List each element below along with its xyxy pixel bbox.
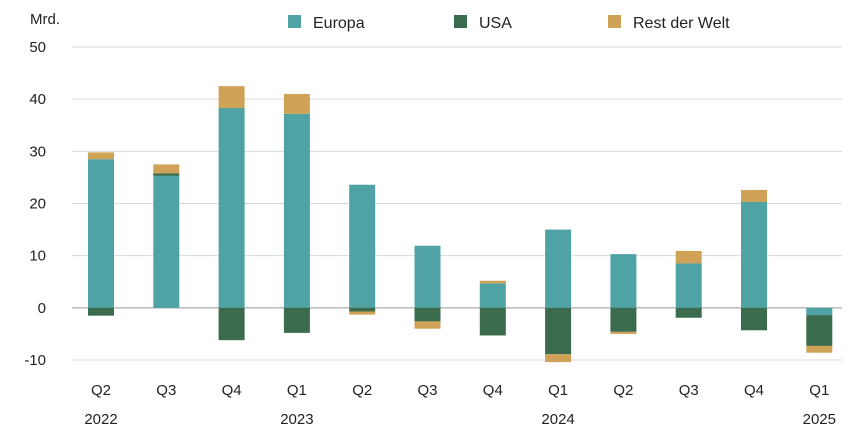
bar-segment [414,321,441,329]
bar-segment [545,307,572,355]
bar-segment [218,86,245,109]
bar-segment [153,175,180,308]
bar-segment [283,93,310,114]
bar-segment [806,345,833,353]
legend-label: USA [479,15,512,32]
legend: Europa USA Rest der Welt [288,15,730,32]
bar-segment [153,164,180,174]
y-tick-label: 0 [38,300,46,317]
bar-segment [479,280,506,284]
x-tick-label: Q3 [679,382,699,399]
bar-segment [675,263,702,308]
bar-segment [153,173,180,176]
x-tick-label: Q2 [613,382,633,399]
bar-segment [545,229,572,308]
legend-swatch [288,15,301,28]
bar-segment [741,189,767,202]
y-tick-label: -10 [24,352,46,369]
bar-segment [545,354,572,363]
y-tick-label: 10 [29,248,46,265]
x-tick-label: Q4 [483,382,503,399]
x-tick-label: Q3 [156,382,176,399]
bar-segment [88,152,114,160]
y-tick-label: 50 [29,39,46,56]
y-axis: -10 0 10 20 30 40 50 [24,39,46,369]
x-axis: Q2 Q3 Q4 Q1 Q2 Q3 Q4 Q1 Q2 Q3 Q4 Q1 2022 2023 2024 2025 [84,382,836,428]
bar-segment [610,331,637,334]
bar-segment [610,307,637,332]
x-tick-label: Q4 [744,382,764,399]
bar-segment [610,254,637,308]
bar-segment [218,307,245,341]
legend-swatch [608,15,621,28]
x-tick-label: Q1 [287,382,307,399]
bar-segment [806,315,833,346]
x-year-label: 2023 [280,411,313,428]
x-tick-label: Q4 [222,382,242,399]
x-tick-label: Q1 [809,382,829,399]
bar-segment [349,184,376,308]
bar-segment [675,307,702,318]
x-year-label: 2024 [541,411,574,428]
legend-swatch [454,15,467,28]
bars [88,86,833,363]
x-tick-label: Q2 [352,382,372,399]
bar-segment [806,307,833,316]
bar-segment [414,307,441,322]
gridlines [72,46,842,361]
bar-segment [88,307,114,316]
y-tick-label: 40 [29,91,46,108]
bar-segment [283,113,310,308]
y-tick-label: 20 [29,196,46,213]
bar-segment [218,108,245,308]
bar-segment [675,250,702,264]
bar-segment [88,159,114,308]
x-tick-label: Q1 [548,382,568,399]
legend-label: Rest der Welt [633,15,730,32]
x-tick-label: Q3 [417,382,437,399]
x-year-label: 2025 [803,411,836,428]
x-year-label: 2022 [84,411,117,428]
bar-segment [479,307,506,336]
bar-segment [349,307,376,312]
y-tick-label: 30 [29,143,46,160]
bar-segment [349,311,376,315]
y-unit-label: Mrd. [30,11,60,28]
bar-segment [283,307,310,333]
legend-label: Europa [313,15,365,32]
bar-segment [479,283,506,308]
bar-segment [741,307,767,331]
x-tick-label: Q2 [91,382,111,399]
bar-segment [414,245,441,308]
bar-segment [741,201,767,308]
